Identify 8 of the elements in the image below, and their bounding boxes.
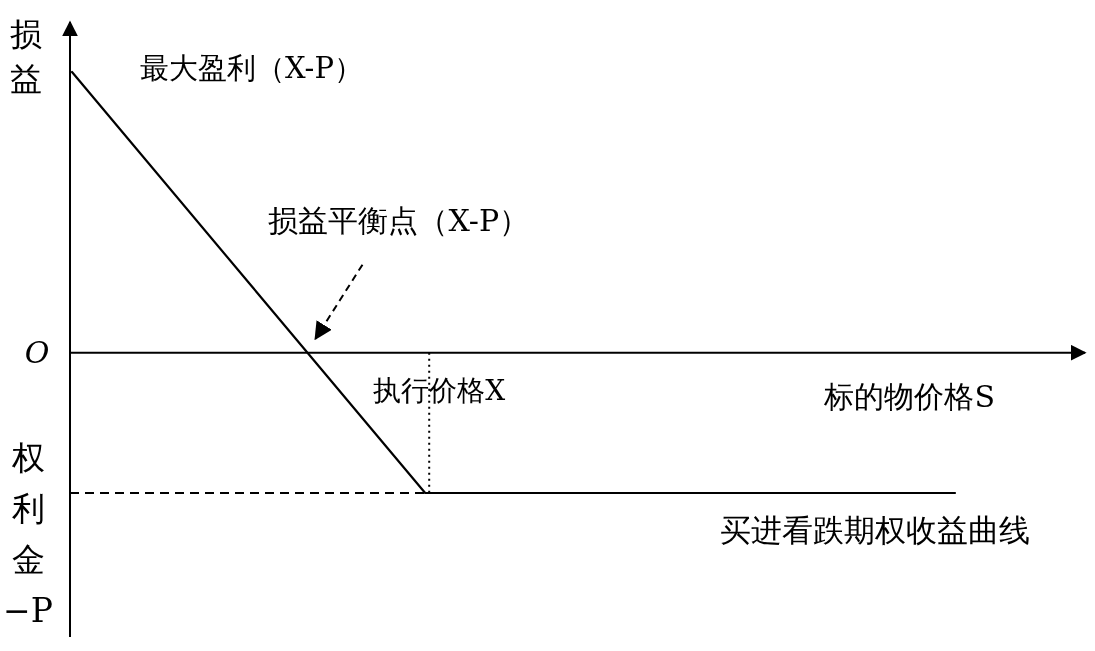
annotation: O <box>24 334 50 370</box>
annotation: 最大盈利（X-P） <box>140 51 363 85</box>
annotation: 执行价格X <box>373 373 506 407</box>
ref-line-label: 权利金−P <box>3 438 53 630</box>
ylabel: 损益 <box>10 15 42 98</box>
xlabel: 标的物价格S <box>824 378 995 414</box>
annotation: 损益平衡点（X-P） <box>268 202 530 238</box>
series-name: 买进看跌期权收益曲线 <box>720 512 1030 548</box>
